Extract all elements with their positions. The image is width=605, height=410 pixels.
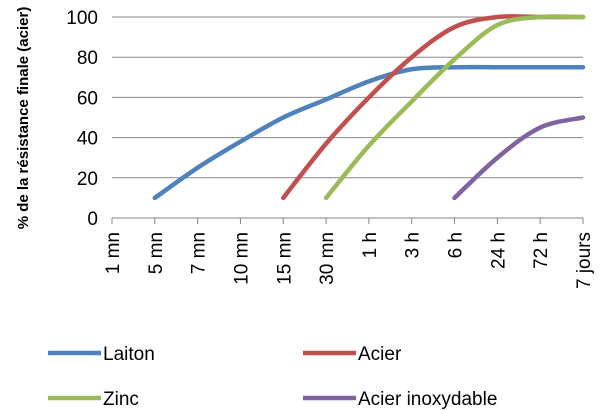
legend-item-acier-inoxydable: Acier inoxydable xyxy=(303,389,497,410)
legend-item-acier: Acier xyxy=(303,344,402,365)
y-tick-label: 20 xyxy=(77,169,98,190)
series-line-laiton xyxy=(152,64,586,201)
legend-item-laiton: Laiton xyxy=(48,344,155,365)
y-tick-label: 100 xyxy=(66,8,98,29)
legend-label: Zinc xyxy=(103,389,139,410)
series-lines xyxy=(152,14,586,201)
x-tick-label: 7 jours xyxy=(574,232,595,289)
x-tick-label: 72 h xyxy=(531,232,552,269)
legend-label: Acier xyxy=(358,344,402,365)
y-axis-label: % de la résistance finale (acier) xyxy=(15,7,32,230)
x-tick-label: 1 mn xyxy=(103,232,124,274)
x-tick-labels: 1 mn 5 mn 7 mn 10 mn 15 mn 30 mn 1 h 3 h 6 h 24 h… xyxy=(103,232,595,289)
x-tick-label: 24 h xyxy=(488,232,509,269)
y-tick-label: 80 xyxy=(77,48,98,69)
legend-label: Laiton xyxy=(103,344,155,365)
x-tick-label: 1 h xyxy=(360,232,381,258)
y-tick-label: 40 xyxy=(77,129,98,150)
series-line-zinc xyxy=(323,14,586,201)
axes xyxy=(111,217,584,224)
x-tick-label: 3 h xyxy=(403,232,424,258)
x-tick-label: 30 mn xyxy=(317,232,338,285)
gridlines xyxy=(112,16,583,179)
x-tick-label: 5 mn xyxy=(146,232,167,274)
x-tick-label: 15 mn xyxy=(274,232,295,285)
legend-item-zinc: Zinc xyxy=(48,389,139,410)
y-tick-label: 0 xyxy=(87,209,98,230)
y-tick-label: 60 xyxy=(77,88,98,109)
x-tick-label: 7 mn xyxy=(189,232,210,274)
y-tick-labels: 0 20 40 60 80 100 xyxy=(66,8,98,230)
series-line-acier xyxy=(281,14,586,201)
x-tick-label: 6 h xyxy=(446,232,467,258)
series-line-acier-inoxydable xyxy=(452,115,586,201)
legend-label: Acier inoxydable xyxy=(358,389,497,410)
legend: Laiton Acier Zinc Acier inoxydable xyxy=(48,344,497,410)
x-tick-label: 10 mn xyxy=(231,232,252,285)
